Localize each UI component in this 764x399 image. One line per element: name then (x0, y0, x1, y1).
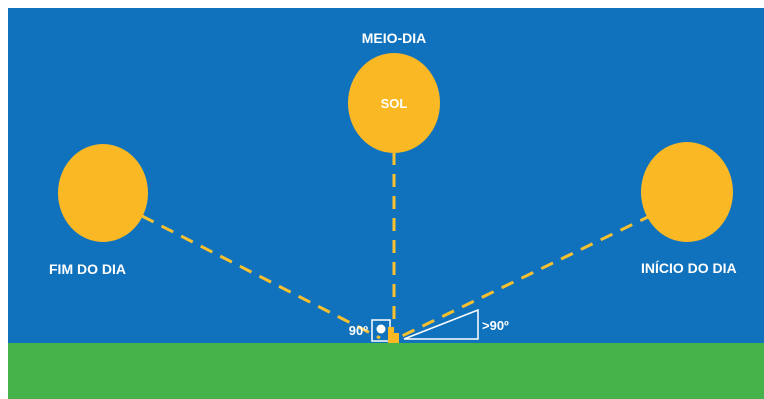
sun-end-of-day (58, 144, 148, 242)
angle-triangle (403, 308, 479, 340)
noon-label: MEIO-DIA (362, 30, 427, 46)
end-of-day-label: FIM DO DIA (49, 261, 126, 277)
sun-start-of-day (641, 142, 733, 242)
right-angle-label: 90º (349, 323, 368, 338)
sun-noon (348, 53, 440, 153)
ray-start-of-day (401, 213, 653, 338)
sun-rays (141, 152, 653, 340)
sun-label: SOL (381, 96, 408, 111)
ray-end-of-day (141, 214, 381, 340)
observer-post (388, 327, 394, 343)
start-of-day-label: INÍCIO DO DIA (641, 260, 737, 276)
ground (8, 343, 764, 399)
observer-head (376, 324, 386, 334)
observer-base (394, 333, 399, 343)
obtuse-angle-label: >90º (482, 318, 509, 333)
observer (371, 319, 399, 343)
